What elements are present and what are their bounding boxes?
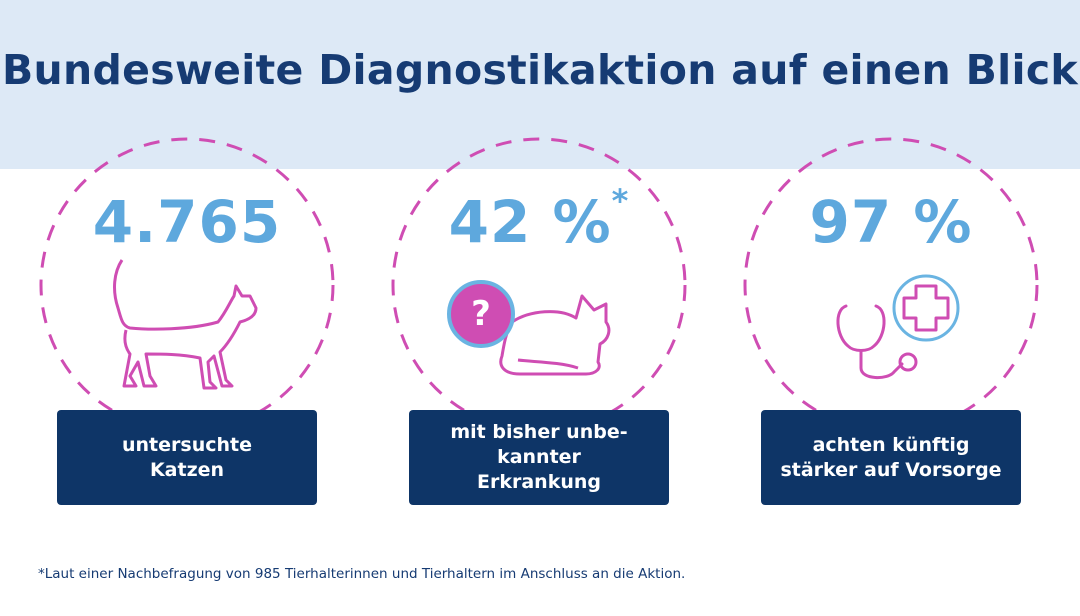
footnote-marker: * [611, 182, 630, 220]
walking-cat-icon [113, 259, 258, 390]
question-badge-icon: ? [447, 280, 515, 348]
label-box-prevention: achten künftig stärker auf Vorsorge [761, 410, 1021, 505]
label-cats: untersuchte Katzen [122, 433, 252, 481]
page-title: Bundesweite Diagnostikaktion auf einen B… [1, 46, 1079, 94]
stat-value-cats: 4.765 [92, 188, 282, 256]
label-prevention: achten künftig stärker auf Vorsorge [780, 433, 1002, 481]
stat-value-disease: 42 %* [448, 182, 630, 256]
lying-cat-icon [499, 294, 611, 376]
header-band [0, 0, 1080, 169]
stat-value-prevention: 97 % [809, 188, 973, 256]
stethoscope-icon [836, 274, 960, 379]
label-box-disease: mit bisher unbe- kannter Erkrankung [409, 410, 669, 505]
label-disease: mit bisher unbe- kannter Erkrankung [450, 421, 628, 493]
label-box-cats: untersuchte Katzen [57, 410, 317, 505]
footnote: *Laut einer Nachbefragung von 985 Tierha… [38, 566, 686, 582]
medical-cross-icon [892, 274, 960, 342]
